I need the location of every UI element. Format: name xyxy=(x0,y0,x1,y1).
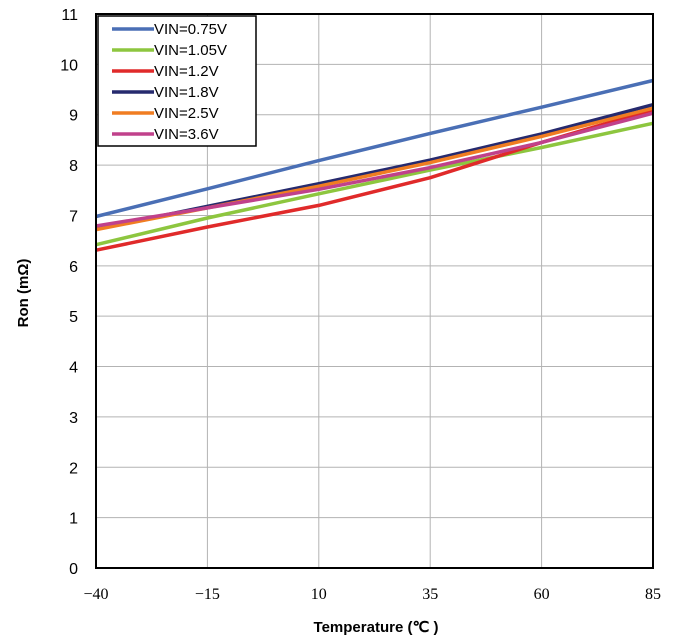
y-tick-label: 4 xyxy=(69,360,78,377)
series-line xyxy=(95,121,654,247)
y-tick-label: 0 xyxy=(69,561,78,578)
x-tick-label: 60 xyxy=(534,586,550,603)
x-tick-label: −15 xyxy=(195,586,220,603)
legend: VIN=0.75V VIN=1.05V VIN=1.2V VIN=1.8V VIN=2.… xyxy=(97,15,257,147)
x-tick-label: 85 xyxy=(645,586,661,603)
legend-label: VIN=1.05V xyxy=(154,42,227,59)
plot-frame xyxy=(95,13,654,569)
legend-label: VIN=1.2V xyxy=(154,63,219,80)
legend-box xyxy=(97,15,257,147)
y-tick-label: 2 xyxy=(69,460,78,477)
x-tick-labels: −40 −15 10 35 60 85 xyxy=(83,586,661,603)
y-tick-label: 10 xyxy=(60,57,78,74)
series-line xyxy=(95,78,654,219)
y-tick-label: 8 xyxy=(69,158,78,175)
series-lines xyxy=(95,78,654,252)
legend-label: VIN=0.75V xyxy=(154,21,227,38)
x-tick-label: 10 xyxy=(311,586,327,603)
legend-label: VIN=2.5V xyxy=(154,105,219,122)
series-line xyxy=(95,111,654,228)
y-tick-label: 3 xyxy=(69,410,78,427)
x-tick-label: 35 xyxy=(422,586,438,603)
y-tick-labels: 0 1 2 3 4 5 6 7 8 9 10 11 xyxy=(60,7,78,578)
y-tick-label: 5 xyxy=(69,309,78,326)
y-tick-label: 11 xyxy=(61,7,78,24)
y-tick-label: 1 xyxy=(69,511,78,528)
legend-label: VIN=1.8V xyxy=(154,84,219,101)
y-tick-label: 7 xyxy=(69,208,78,225)
y-tick-label: 9 xyxy=(69,108,78,125)
legend-label: VIN=3.6V xyxy=(154,126,219,143)
x-axis-title: Temperature (℃ ) xyxy=(314,619,439,636)
y-axis-title: Ron (mΩ) xyxy=(15,259,32,328)
x-tick-label: −40 xyxy=(83,586,108,603)
y-tick-label: 6 xyxy=(69,259,78,276)
